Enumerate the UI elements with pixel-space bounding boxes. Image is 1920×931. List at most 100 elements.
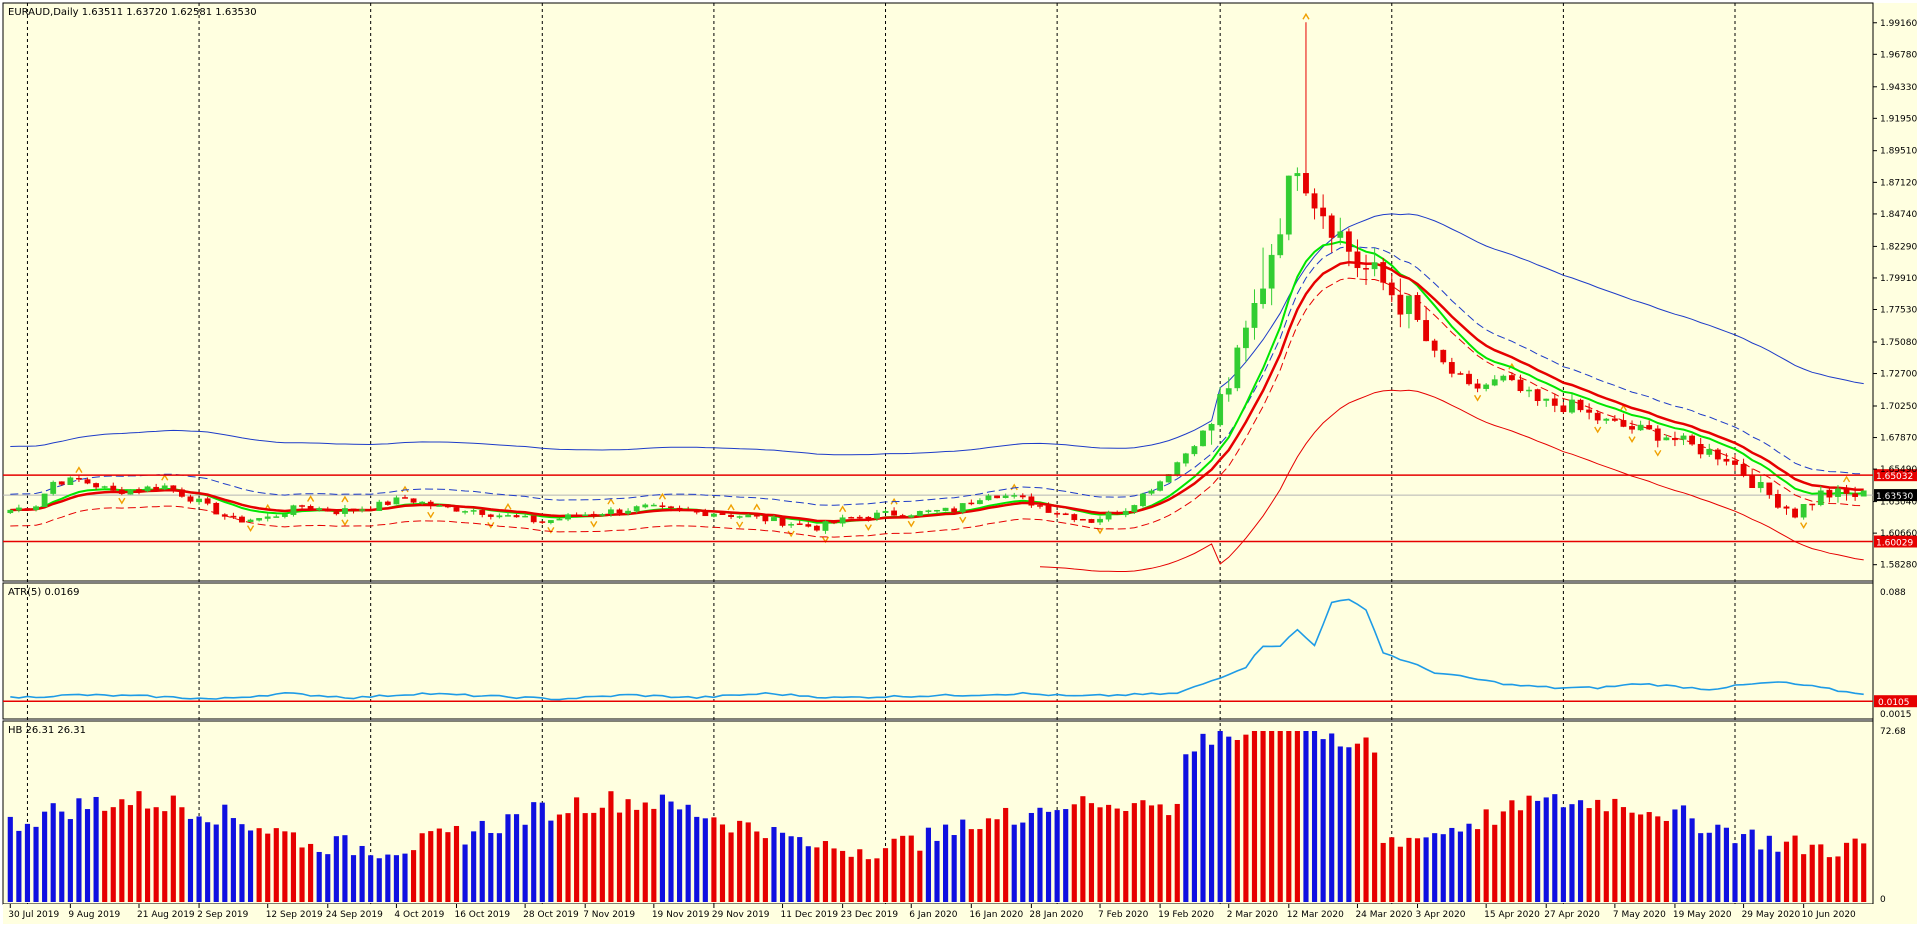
candle-body[interactable] <box>1723 458 1730 462</box>
candle[interactable] <box>1620 413 1627 428</box>
candle[interactable] <box>1191 444 1198 457</box>
candle[interactable] <box>376 499 383 511</box>
candle-body[interactable] <box>393 497 400 505</box>
candle-body[interactable] <box>934 509 940 512</box>
candle-body[interactable] <box>316 508 323 511</box>
candle[interactable] <box>891 507 898 516</box>
candle[interactable] <box>1706 443 1713 458</box>
candle-body[interactable] <box>153 486 160 490</box>
candle[interactable] <box>642 503 649 509</box>
candle-body[interactable] <box>925 510 932 512</box>
candle[interactable] <box>1672 431 1678 447</box>
candle[interactable] <box>1586 403 1593 420</box>
candle[interactable] <box>856 515 863 521</box>
candle[interactable] <box>1466 370 1472 386</box>
candle[interactable] <box>462 510 468 515</box>
atr-panel[interactable] <box>2 582 1874 720</box>
candle[interactable] <box>736 515 743 519</box>
candle-body[interactable] <box>625 510 632 514</box>
candle-body[interactable] <box>779 517 786 526</box>
candle-body[interactable] <box>264 516 271 519</box>
candle-body[interactable] <box>590 513 597 516</box>
candle[interactable] <box>771 514 777 522</box>
candle[interactable] <box>608 507 614 517</box>
candle-body[interactable] <box>1560 405 1567 413</box>
candle[interactable] <box>676 505 683 512</box>
candle-body[interactable] <box>1543 398 1550 401</box>
candle[interactable] <box>1826 487 1833 503</box>
candle-body[interactable] <box>1285 175 1292 235</box>
candle[interactable] <box>728 513 734 519</box>
candle-body[interactable] <box>1148 490 1155 494</box>
candle[interactable] <box>1508 372 1515 382</box>
candle-body[interactable] <box>1646 425 1653 430</box>
candle[interactable] <box>547 520 554 525</box>
candle-body[interactable] <box>899 515 906 518</box>
candle-body[interactable] <box>753 515 760 517</box>
candle-body[interactable] <box>1534 389 1541 402</box>
candle[interactable] <box>1577 398 1584 413</box>
candle[interactable] <box>625 508 632 516</box>
candle-body[interactable] <box>1277 234 1284 256</box>
candle-body[interactable] <box>84 479 91 484</box>
candle-body[interactable] <box>951 508 958 513</box>
candle[interactable] <box>633 505 640 514</box>
candle[interactable] <box>196 497 202 505</box>
candle-body[interactable] <box>1414 295 1421 320</box>
candle[interactable] <box>693 510 700 515</box>
candle[interactable] <box>1483 383 1490 392</box>
candle-body[interactable] <box>1354 251 1361 269</box>
candle-body[interactable] <box>1208 424 1215 431</box>
candle-body[interactable] <box>144 486 151 492</box>
candle[interactable] <box>1534 388 1541 406</box>
candle[interactable] <box>1397 278 1404 328</box>
candle-body[interactable] <box>1706 448 1713 455</box>
candle-body[interactable] <box>959 503 966 513</box>
candle-body[interactable] <box>539 521 546 523</box>
candle-body[interactable] <box>1191 446 1198 455</box>
candle-body[interactable] <box>1654 428 1661 441</box>
candle[interactable] <box>1105 510 1112 522</box>
candle-body[interactable] <box>1766 482 1773 495</box>
candle[interactable] <box>1414 292 1421 322</box>
candle-body[interactable] <box>865 516 872 519</box>
candle[interactable] <box>616 508 623 516</box>
candle-body[interactable] <box>1551 398 1558 406</box>
candle[interactable] <box>419 501 426 505</box>
candle-body[interactable] <box>1328 215 1335 238</box>
candle[interactable] <box>1474 379 1481 393</box>
candle[interactable] <box>1792 507 1798 519</box>
candle-body[interactable] <box>813 525 820 531</box>
candle-body[interactable] <box>1088 519 1095 523</box>
candle-body[interactable] <box>908 515 915 518</box>
candle-body[interactable] <box>1697 444 1704 455</box>
candle-body[interactable] <box>1817 490 1824 506</box>
candle[interactable] <box>522 513 529 518</box>
candle-body[interactable] <box>110 485 117 491</box>
candle[interactable] <box>1363 254 1369 285</box>
candle[interactable] <box>874 509 880 522</box>
candle[interactable] <box>934 509 940 514</box>
candle[interactable] <box>58 481 65 486</box>
candle-body[interactable] <box>444 505 451 508</box>
candle-body[interactable] <box>1431 340 1438 351</box>
candle[interactable] <box>93 482 100 490</box>
candle-body[interactable] <box>384 501 391 505</box>
candle-body[interactable] <box>359 509 366 511</box>
candle[interactable] <box>1200 430 1206 447</box>
candle-body[interactable] <box>796 523 803 525</box>
candle[interactable] <box>813 524 820 532</box>
candle[interactable] <box>753 512 760 519</box>
candle-body[interactable] <box>256 518 263 521</box>
candle[interactable] <box>1440 349 1447 365</box>
candle-body[interactable] <box>1062 513 1069 516</box>
candle-body[interactable] <box>1672 437 1678 441</box>
candle[interactable] <box>204 496 211 506</box>
candle[interactable] <box>668 505 674 512</box>
candle-body[interactable] <box>50 481 57 494</box>
candle[interactable] <box>230 512 237 520</box>
candle[interactable] <box>1757 475 1764 493</box>
candle[interactable] <box>453 506 460 512</box>
candle[interactable] <box>1217 386 1224 427</box>
candle-body[interactable] <box>848 517 855 519</box>
